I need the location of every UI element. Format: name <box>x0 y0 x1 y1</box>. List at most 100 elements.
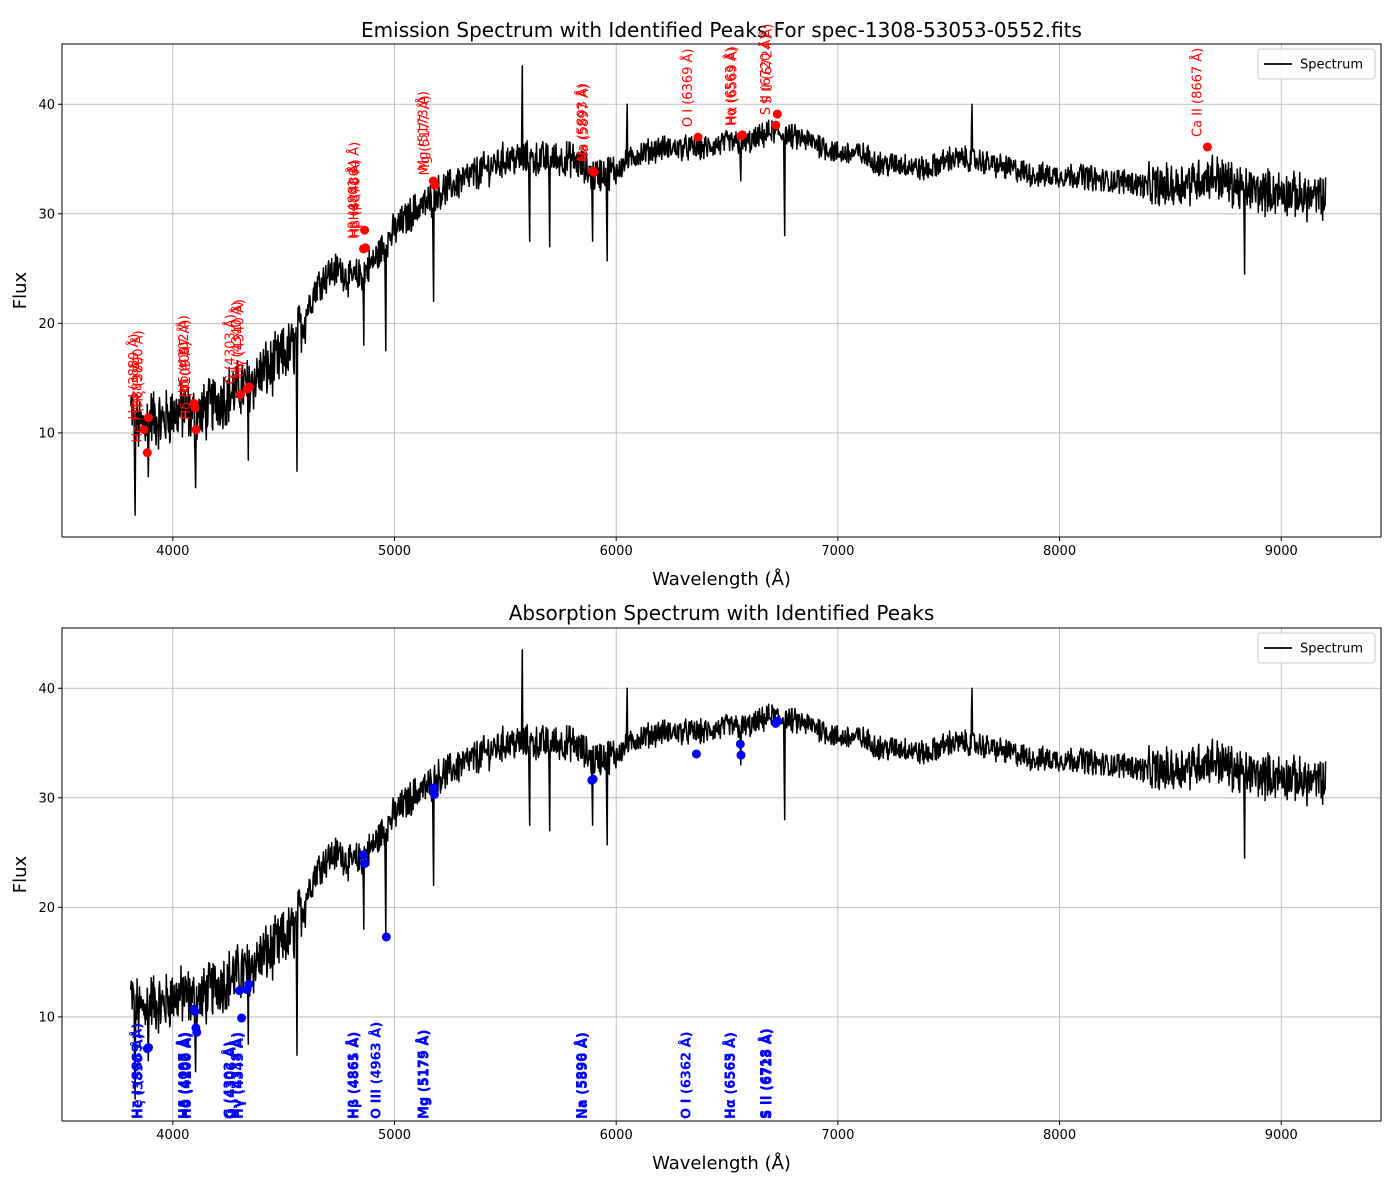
y-tick-label: 20 <box>38 317 55 332</box>
peak-label: O I (6362 Å) <box>678 1031 694 1119</box>
peak-marker <box>771 120 781 130</box>
x-tick-label: 4000 <box>156 544 189 559</box>
peak-marker <box>381 932 391 942</box>
peak-label: Hδ (4102 Å) <box>176 315 192 393</box>
peak-label: Mg (5179 Å) <box>416 1030 432 1119</box>
legend-box <box>1257 48 1376 80</box>
peak-label: Hγ (4340 Å) <box>231 299 247 377</box>
peak-label: Na (5890 Å) <box>574 1032 590 1119</box>
peak-label: Hα (6563 Å) <box>723 1032 739 1119</box>
peak-marker <box>1202 142 1212 152</box>
peak-label: Na (5897 Å) <box>576 84 592 162</box>
peak-label: G (4306 Å) <box>224 1041 240 1119</box>
peak-label: Hδ (4109 Å) <box>178 342 194 420</box>
peak-label: Hδ (4109 Å) <box>178 1032 194 1119</box>
x-axis-label: Wavelength (Å) <box>652 568 791 590</box>
peak-marker <box>691 749 701 759</box>
peak-marker <box>142 448 152 458</box>
peak-label: He I (3889 Å) <box>126 334 142 420</box>
peak-marker <box>237 1013 247 1023</box>
peak-marker <box>589 167 599 177</box>
peak-label: Hδ (4097 Å) <box>177 320 193 398</box>
y-tick-label: 40 <box>38 98 55 113</box>
legend-entry-spectrum: Spectrum <box>1300 58 1363 73</box>
peak-label: S II (6724 Å) <box>759 24 775 104</box>
x-axis-label: Wavelength (Å) <box>652 1152 791 1174</box>
x-tick-label: 5000 <box>378 544 411 559</box>
y-axis-label: Flux <box>10 271 31 309</box>
x-tick-label: 5000 <box>378 1128 411 1143</box>
peak-marker <box>234 986 244 996</box>
peak-label: Hγ (4338 Å) <box>229 1032 245 1119</box>
peak-label: Hγ (4340 Å) <box>229 301 245 379</box>
legend: Spectrum <box>1257 632 1376 664</box>
peak-label: S II (6720 Å) <box>758 35 774 115</box>
peak-label: Hβ (4864 Å) <box>347 142 363 220</box>
x-tick-label: 9000 <box>1265 544 1298 559</box>
x-tick-label: 9000 <box>1265 1128 1298 1143</box>
plot-frame <box>61 627 1382 1122</box>
x-tick-label: 7000 <box>821 544 854 559</box>
peak-marker <box>588 774 598 784</box>
peak-label: O III (4963 Å) <box>368 1022 384 1119</box>
peak-label: S II (6723 Å) <box>760 1028 776 1119</box>
peak-label: Hβ (4861 Å) <box>345 1032 361 1119</box>
peak-label: Hζ (3890 Å) <box>130 330 146 407</box>
peak-label: Na (5896 Å) <box>575 1032 591 1119</box>
legend: Spectrum <box>1257 48 1376 80</box>
peak-label: Hδ (4100 Å) <box>179 1032 195 1119</box>
peak-label: Ca II (8667 Å) <box>1189 48 1205 137</box>
peak-label: Mg (5173 Å) <box>415 91 431 171</box>
peak-label: Hα (6563 Å) <box>723 47 739 126</box>
x-tick-label: 6000 <box>600 1128 633 1143</box>
y-axis-label: Flux <box>10 855 31 893</box>
y-tick-label: 10 <box>38 1010 55 1025</box>
peak-label: G (4302 Å) <box>221 1041 237 1119</box>
peak-marker <box>735 739 745 749</box>
peak-label: G (4303 Å) <box>222 314 238 384</box>
x-tick-label: 4000 <box>156 1128 189 1143</box>
panel-emission: 4000 5000 6000 7000 8000 9000 10 20 30 40 Emission… <box>10 18 1382 590</box>
y-tick-label: 10 <box>38 426 55 441</box>
peak-marker <box>244 979 254 989</box>
peak-label: Hα (6565 Å) <box>722 1032 738 1119</box>
peak-marker <box>235 390 245 400</box>
chart-title: Emission Spectrum with Identified Peaks … <box>361 18 1082 42</box>
panel-absorption: 4000 5000 6000 7000 8000 9000 10 20 30 40 Absorpti… <box>10 601 1382 1174</box>
peak-marker <box>143 1043 153 1053</box>
peak-marker <box>192 1027 202 1037</box>
peak-label: Hδ (4102 Å) <box>177 1032 193 1119</box>
peak-label: He I (3889 Å) <box>129 357 145 443</box>
peak-marker <box>143 413 153 423</box>
y-tick-label: 30 <box>38 791 55 806</box>
peak-marker <box>360 225 370 235</box>
spectrum-line <box>129 65 1327 516</box>
peak-marker <box>139 425 149 435</box>
peak-marker <box>773 716 783 726</box>
peak-marker <box>737 130 747 140</box>
peak-label: Hζ (3890 Å) <box>130 1033 146 1119</box>
peak-marker <box>190 403 200 413</box>
x-tick-label: 8000 <box>1043 1128 1076 1143</box>
peak-marker <box>190 1006 200 1016</box>
peak-label: Hβ (4861 Å) <box>345 160 361 238</box>
y-tick-label: 30 <box>38 207 55 222</box>
peak-label: O I (6369 Å) <box>680 49 696 128</box>
peak-marker <box>430 180 440 190</box>
peak-marker <box>772 109 782 119</box>
peak-label: Hα (6569 Å) <box>724 46 740 125</box>
legend-box <box>1257 632 1376 664</box>
legend-entry-spectrum: Spectrum <box>1300 642 1363 657</box>
peak-label: Na (5893 Å) <box>574 83 590 161</box>
x-tick-label: 6000 <box>600 544 633 559</box>
peak-label: Mg (5177 Å) <box>417 95 433 175</box>
peak-marker <box>360 243 370 253</box>
peak-label: Hδ (4097 Å) <box>176 1032 192 1119</box>
plot-frame <box>61 43 1382 538</box>
peak-marker <box>191 425 201 435</box>
peak-marker <box>244 382 254 392</box>
peak-label: Hβ (4870 Å) <box>347 159 363 237</box>
chart-title: Absorption Spectrum with Identified Peak… <box>509 601 935 625</box>
y-tick-label: 20 <box>38 901 55 916</box>
